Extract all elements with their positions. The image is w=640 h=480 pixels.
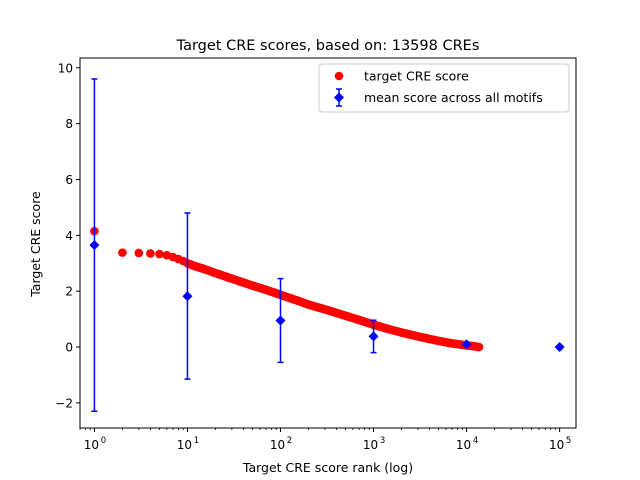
axes-frame <box>79 57 577 429</box>
legend-box <box>318 63 570 113</box>
blue-data-point <box>461 339 472 350</box>
blue-data-point <box>368 331 379 342</box>
legend: target CRE score mean score across all mo… <box>318 63 570 113</box>
blue-data-point <box>275 315 286 326</box>
red-data-point <box>134 248 144 258</box>
x-tick-label: 10 <box>549 438 564 452</box>
y-tick-label: 2 <box>65 285 73 299</box>
y-tick-label: −2 <box>55 396 73 410</box>
x-tick-label: 10 <box>84 438 99 452</box>
legend-label-mean-score: mean score across all motifs <box>364 90 543 105</box>
red-data-point <box>146 249 155 258</box>
x-tick-label: 10 <box>456 438 471 452</box>
legend-blue-marker <box>334 92 344 103</box>
y-tick-label: 4 <box>65 229 73 243</box>
blue-data-point <box>89 240 100 251</box>
legend-red-marker <box>334 71 344 81</box>
x-tick-label-exponent: 1 <box>194 436 199 446</box>
red-data-point <box>118 248 127 257</box>
x-tick-label: 10 <box>177 438 192 452</box>
x-tick-label-exponent: 4 <box>473 436 478 446</box>
legend-label-target-cre-score: target CRE score <box>364 69 469 84</box>
y-tick-label: 0 <box>65 341 73 355</box>
chart-title: Target CRE scores, based on: 13598 CREs <box>176 38 480 54</box>
y-tick-label: 8 <box>65 117 73 131</box>
red-data-point <box>474 342 484 352</box>
blue-data-point <box>182 291 193 302</box>
y-tick-label: 6 <box>65 173 73 187</box>
x-tick-label-exponent: 0 <box>101 436 106 446</box>
x-tick-label-exponent: 3 <box>380 436 385 446</box>
x-tick-label-exponent: 2 <box>287 436 292 446</box>
x-tick-label-exponent: 5 <box>566 436 571 446</box>
y-tick-label: 10 <box>58 61 73 75</box>
x-axis-label: Target CRE score rank (log) <box>242 460 413 475</box>
plot-area <box>89 78 565 412</box>
red-data-point <box>155 249 164 259</box>
y-axis-label: Target CRE score <box>28 191 43 298</box>
x-tick-label: 10 <box>363 438 378 452</box>
blue-data-point <box>554 342 565 353</box>
x-tick-label: 10 <box>270 438 285 452</box>
